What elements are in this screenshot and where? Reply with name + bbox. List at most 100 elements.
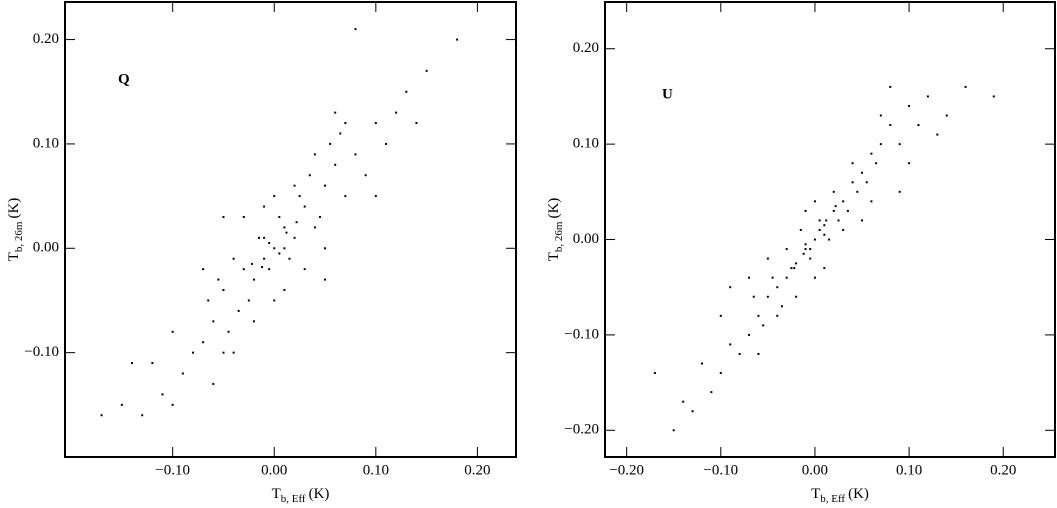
point xyxy=(303,205,306,208)
y-axis-label-main: T xyxy=(546,252,562,261)
point xyxy=(263,236,266,239)
point xyxy=(766,295,769,298)
point xyxy=(161,393,164,396)
point xyxy=(793,267,796,270)
x-axis-label-main: T xyxy=(272,486,281,502)
point xyxy=(834,205,837,208)
point xyxy=(298,195,301,198)
point xyxy=(762,324,765,327)
point xyxy=(217,278,220,281)
point xyxy=(771,276,774,279)
y-tick-label: 0.20 xyxy=(573,40,599,56)
point xyxy=(252,320,255,323)
x-tick-label: 0.00 xyxy=(802,462,828,478)
y-tick-label: −0.20 xyxy=(564,422,599,438)
point xyxy=(334,111,337,114)
point xyxy=(752,295,755,298)
panel-label: U xyxy=(662,86,673,102)
point xyxy=(222,351,225,354)
point xyxy=(232,351,235,354)
x-axis-label-unit: (K) xyxy=(309,486,330,502)
point xyxy=(263,205,266,208)
point xyxy=(171,403,174,406)
point xyxy=(273,247,276,250)
point xyxy=(237,309,240,312)
point xyxy=(757,352,760,355)
point xyxy=(261,266,264,269)
point xyxy=(926,95,929,98)
point xyxy=(710,391,713,394)
point xyxy=(813,238,816,241)
point xyxy=(832,209,835,212)
point xyxy=(809,257,812,260)
point xyxy=(964,85,967,88)
point xyxy=(334,163,337,166)
point xyxy=(799,228,802,231)
point xyxy=(425,69,428,72)
point xyxy=(682,400,685,403)
point xyxy=(908,104,911,107)
x-axis-label: Tb, Eff (K) xyxy=(272,486,330,504)
point xyxy=(653,372,656,375)
point xyxy=(268,242,271,245)
point xyxy=(870,152,873,155)
plot-frame xyxy=(604,1,1056,458)
point xyxy=(766,257,769,260)
y-axis-label-sub: b, 26m xyxy=(553,221,565,252)
y-tick-label: −0.10 xyxy=(564,326,599,342)
point xyxy=(374,122,377,125)
point xyxy=(242,215,245,218)
point xyxy=(324,184,327,187)
point xyxy=(191,351,194,354)
point xyxy=(250,262,253,265)
point xyxy=(889,124,892,127)
point xyxy=(273,299,276,302)
plot-frame xyxy=(64,1,517,458)
point xyxy=(879,114,882,117)
point xyxy=(738,352,741,355)
x-axis-label-sub: b, Eff xyxy=(281,493,306,505)
point xyxy=(861,171,864,174)
point xyxy=(308,174,311,177)
point xyxy=(171,330,174,333)
point xyxy=(870,200,873,203)
panel-label: Q xyxy=(118,71,130,87)
point xyxy=(825,219,828,222)
point xyxy=(283,289,286,292)
panel: −0.10 0.00 0.10 0.20 −0.10 0.00 0.10 0.20 Q Tb, E… xyxy=(6,1,517,505)
point xyxy=(268,268,271,271)
point xyxy=(227,330,230,333)
point xyxy=(776,286,779,289)
point xyxy=(785,276,788,279)
y-tick-label: 0.10 xyxy=(33,135,59,151)
point xyxy=(273,195,276,198)
point xyxy=(405,90,408,93)
y-axis-label-unit: (K) xyxy=(6,198,22,219)
point xyxy=(354,153,357,156)
point xyxy=(288,257,291,260)
y-tick-label: 0.20 xyxy=(33,31,59,47)
point xyxy=(344,122,347,125)
point xyxy=(329,142,332,145)
point xyxy=(719,372,722,375)
x-axis-label-sub: b, Eff xyxy=(820,493,845,505)
panel: −0.20 −0.10 0.00 0.10 0.20 −0.20 −0.10 0.00 0.10… xyxy=(546,1,1056,505)
point xyxy=(790,267,793,270)
point xyxy=(846,209,849,212)
x-tick-label: 0.20 xyxy=(464,462,490,478)
point xyxy=(252,278,255,281)
point xyxy=(804,243,807,246)
x-tick-label: 0.20 xyxy=(990,462,1016,478)
point xyxy=(785,248,788,251)
point xyxy=(151,362,154,365)
point xyxy=(865,181,868,184)
point xyxy=(823,233,826,236)
y-tick-label: −0.10 xyxy=(24,344,59,360)
x-tick-label: 0.00 xyxy=(261,462,287,478)
point xyxy=(293,184,296,187)
point xyxy=(278,252,281,255)
point xyxy=(222,215,225,218)
x-tick-label: 0.10 xyxy=(896,462,922,478)
point xyxy=(415,122,418,125)
